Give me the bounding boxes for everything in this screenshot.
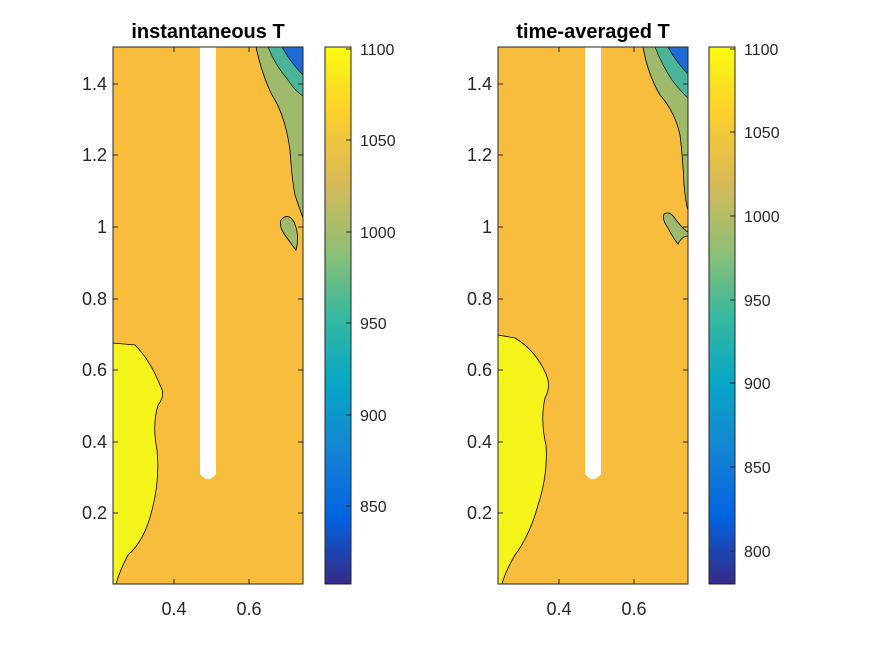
y-tick-label: 0.6 [467, 360, 492, 380]
colorbar-gradient [708, 46, 736, 585]
axes-box [497, 46, 689, 585]
y-tick-label: 0.4 [467, 432, 492, 452]
y-tick-label: 0.2 [82, 503, 107, 523]
y-ticks: 0.2 0.4 0.6 0.8 1 1.2 1.4 [82, 74, 303, 523]
x-tick-label: 0.6 [621, 599, 646, 619]
x-ticks: 0.4 0.6 [161, 47, 262, 619]
cb-tick-label: 950 [744, 293, 771, 310]
x-tick-label: 0.6 [236, 599, 261, 619]
panel-title: time-averaged T [516, 21, 669, 43]
plot-area [112, 46, 304, 585]
y-tick-label: 1.4 [82, 74, 107, 94]
y-tick-label: 1 [97, 217, 107, 237]
y-tick-label: 0.2 [467, 503, 492, 523]
axes-box [112, 46, 304, 585]
region-hot-lower-left [497, 334, 549, 585]
panel-time-averaged: time-averaged T 0.2 [467, 21, 780, 619]
y-tick-label: 1 [482, 217, 492, 237]
colorbar: 800 850 900 950 1000 1050 1100 [708, 42, 780, 585]
y-tick-label: 1.2 [467, 145, 492, 165]
y-ticks: 0.2 0.4 0.6 0.8 1 1.2 1.4 [467, 74, 688, 523]
cb-tick-label: 1000 [360, 225, 396, 242]
region-cool-patch [663, 212, 689, 245]
colorbar-gradient [324, 46, 352, 585]
x-tick-label: 0.4 [546, 599, 571, 619]
colorbar: 850 900 950 1000 1050 1100 [324, 42, 396, 585]
cb-tick-label: 850 [360, 499, 387, 516]
cb-tick-label: 950 [360, 316, 387, 333]
region-cool-patch [279, 216, 298, 251]
insert-white [585, 47, 601, 479]
cb-tick-label: 1100 [744, 42, 779, 59]
cb-tick-label: 900 [360, 408, 387, 425]
region-cool-upper-right [642, 46, 689, 211]
cb-tick-label: 900 [744, 376, 771, 393]
cb-tick-label: 800 [744, 544, 771, 561]
cb-tick-label: 1050 [360, 133, 396, 150]
x-ticks: 0.4 0.6 [546, 47, 647, 619]
panel-instantaneous: instantaneous T 0.2 [82, 21, 396, 619]
insert-white [200, 47, 216, 479]
panel-title: instantaneous T [131, 21, 284, 43]
y-tick-label: 1.2 [82, 145, 107, 165]
plot-area [497, 46, 689, 585]
y-tick-label: 1.4 [467, 74, 492, 94]
cb-tick-label: 850 [744, 460, 771, 477]
cb-tick-label: 1100 [360, 42, 395, 59]
x-tick-label: 0.4 [161, 599, 186, 619]
cb-tick-label: 1000 [744, 209, 780, 226]
y-tick-label: 0.8 [82, 289, 107, 309]
region-cool-upper-right [255, 46, 304, 219]
region-hot-lower-left [112, 342, 163, 585]
y-tick-label: 0.4 [82, 432, 107, 452]
y-tick-label: 0.6 [82, 360, 107, 380]
cb-tick-label: 1050 [744, 125, 780, 142]
y-tick-label: 0.8 [467, 289, 492, 309]
